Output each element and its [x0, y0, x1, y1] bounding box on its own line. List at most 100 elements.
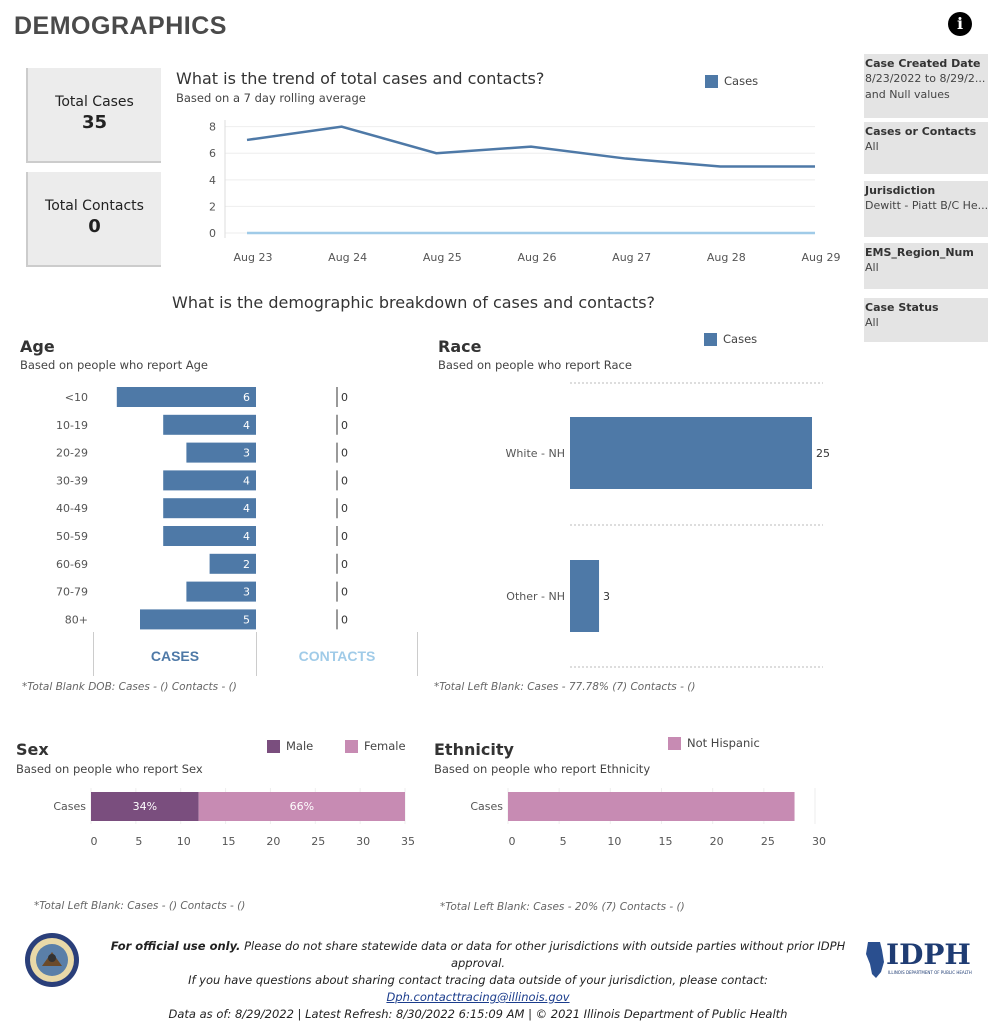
filter-label: Cases or Contacts: [865, 125, 977, 138]
total-contacts-card: Total Contacts 0: [26, 172, 161, 267]
legend-swatch-cases: [705, 74, 718, 88]
age-category-label: 70-79: [56, 586, 88, 599]
y-tick-label: 0: [209, 227, 216, 240]
age-cases-value: 2: [243, 558, 250, 571]
age-cases-bar: [163, 498, 256, 519]
y-tick-label: 6: [209, 147, 216, 160]
filter-label: Case Status: [865, 301, 939, 314]
x-tick-label: 20: [710, 835, 724, 848]
race-cases-bar: [570, 417, 812, 489]
age-cases-value: 4: [243, 530, 250, 543]
age-category-label: 50-59: [56, 530, 88, 543]
total-contacts-label: Total Contacts: [45, 198, 144, 214]
footer-bold: For official use only.: [110, 939, 241, 953]
filter-value: Dewitt - Piatt B/C He...: [865, 199, 987, 212]
sex-legend-male: Male: [267, 739, 313, 753]
legend-label-male: Male: [286, 739, 314, 753]
total-cases-card: Total Cases 35: [26, 68, 161, 163]
series-line: [246, 125, 815, 168]
age-cases-bar: [163, 470, 256, 491]
total-cases-value: 35: [81, 112, 108, 133]
tab-cases[interactable]: CASES: [94, 648, 256, 664]
x-tick-label: Aug 26: [518, 251, 557, 264]
y-tick-label: 4: [209, 174, 216, 187]
sex-bar-label: 34%: [133, 800, 157, 813]
trend-legend: Cases: [705, 74, 758, 88]
race-note: *Total Left Blank: Cases - 77.78% (7) Co…: [434, 681, 696, 693]
legend-label-cases: Cases: [724, 74, 759, 88]
info-circle-icon[interactable]: i: [948, 12, 972, 36]
legend-swatch-female: [345, 739, 358, 753]
tab-divider: [417, 632, 418, 676]
age-cases-bar: [163, 526, 256, 546]
contact-email-link[interactable]: Dph.contacttracing@illinois.gov: [386, 990, 570, 1004]
trend-line-chart: 0 2 4 6 8 Aug 23 Aug 24 Aug 25 Aug 26 Aug 27 Aug 2…: [209, 120, 840, 264]
footer-line-1: For official use only. Please do not sha…: [96, 938, 860, 972]
filter-value: All: [865, 316, 879, 329]
filter-jurisdiction[interactable]: Jurisdiction Dewitt - Piatt B/C He...: [864, 181, 988, 237]
age-cases-value: 6: [243, 391, 250, 404]
age-title: Age: [20, 337, 55, 356]
age-bar-chart: <10 6 0 10-19 4 0 20-29 3 0 30-39 4 0 40-49 4 0 50-59 4 0…: [56, 387, 348, 630]
legend-label-female: Female: [364, 739, 406, 753]
x-tick-label: 5: [135, 835, 142, 848]
age-cases-bar: [140, 609, 256, 630]
tab-divider: [93, 632, 94, 676]
race-title: Race: [438, 337, 482, 356]
age-cases-bar: [209, 553, 256, 574]
ethnicity-note: *Total Left Blank: Cases - 20% (7) Conta…: [440, 901, 685, 913]
x-tick-label: 5: [560, 835, 567, 848]
age-cases-value: 4: [243, 419, 250, 432]
illinois-map-icon: [866, 942, 884, 978]
x-tick-label: Aug 25: [423, 251, 462, 264]
age-category-label: <10: [65, 391, 88, 404]
x-tick-label: 0: [91, 835, 98, 848]
age-cases-bar: [163, 414, 256, 435]
legend-swatch-not-hispanic: [668, 736, 681, 750]
x-tick-label: Aug 28: [707, 251, 746, 264]
x-tick-label: Aug 24: [328, 251, 367, 264]
idph-logo: IDPH ILLINOIS DEPARTMENT OF PUBLIC HEALT…: [864, 940, 989, 980]
age-cases-value: 3: [243, 586, 250, 599]
idph-logo-text: IDPH: [886, 938, 971, 971]
ethnicity-bar: [508, 792, 795, 821]
footer-line-1-rest: Please do not share statewide data or da…: [240, 939, 846, 970]
age-contacts-value: 0: [341, 613, 348, 626]
x-tick-label: 30: [812, 835, 826, 848]
footer-text: For official use only. Please do not sha…: [96, 938, 860, 1023]
ethnicity-bar-chart: 0 5 10 15 20 25 30 Cases: [470, 788, 826, 848]
sex-subtitle: Based on people who report Sex: [16, 762, 203, 776]
y-tick-label: 8: [209, 121, 216, 134]
ethnicity-category-label: Cases: [470, 800, 503, 813]
x-tick-label: 35: [401, 835, 415, 848]
x-tick-label: Aug 27: [612, 251, 651, 264]
filter-value: All: [865, 261, 879, 274]
legend-swatch-male: [267, 739, 280, 753]
ethnicity-subtitle: Based on people who report Ethnicity: [434, 762, 651, 776]
y-tick-label: 2: [209, 200, 216, 213]
filter-ems-region[interactable]: EMS_Region_Num All: [864, 243, 988, 289]
filter-value: 8/23/2022 to 8/29/2...: [865, 72, 986, 85]
filter-case-created-date[interactable]: Case Created Date 8/23/2022 to 8/29/2...…: [864, 54, 988, 118]
age-contacts-value: 0: [341, 586, 348, 599]
age-cases-value: 4: [243, 474, 250, 487]
x-tick-label: 15: [659, 835, 673, 848]
x-tick-label: 25: [311, 835, 325, 848]
state-seal-icon: [25, 933, 79, 987]
idph-logo-subtext: ILLINOIS DEPARTMENT OF PUBLIC HEALTH: [888, 970, 972, 975]
filter-label: Jurisdiction: [865, 184, 936, 197]
tab-divider: [256, 632, 257, 676]
race-category-label: Other - NH: [506, 590, 565, 603]
age-cases-value: 4: [243, 502, 250, 515]
sex-category-label: Cases: [53, 800, 86, 813]
age-contacts-value: 0: [341, 419, 348, 432]
sex-note: *Total Left Blank: Cases - () Contacts -…: [34, 900, 246, 912]
legend-label-not-hispanic: Not Hispanic: [687, 736, 760, 750]
tab-contacts[interactable]: CONTACTS: [257, 648, 417, 664]
filter-case-status[interactable]: Case Status All: [864, 298, 988, 342]
filter-value: All: [865, 140, 879, 153]
filter-cases-or-contacts[interactable]: Cases or Contacts All: [864, 122, 988, 174]
age-subtitle: Based on people who report Age: [20, 358, 208, 372]
footer-line-2-pre: If you have questions about sharing cont…: [188, 973, 768, 987]
legend-swatch-cases: [704, 332, 717, 346]
